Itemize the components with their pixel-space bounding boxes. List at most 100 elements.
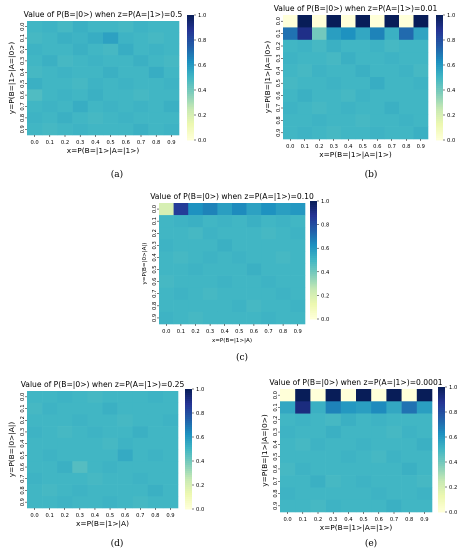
colorbar-segment [310,254,317,257]
heatmap-cell [371,401,387,414]
heatmap-cell [340,475,357,488]
colorbar-segment [438,476,445,480]
heatmap-cell [416,462,433,476]
colorbar-segment [438,393,445,396]
heatmap-cell [87,449,103,462]
heatmap-cell [148,100,165,113]
colorbar-segment [185,421,192,424]
colorbar-tick-label: 0.0 [196,507,204,513]
colorbar-segment [438,430,445,434]
colorbar-segment [310,277,317,281]
heatmap-cell [57,484,73,497]
heatmap-cell [42,55,58,67]
colorbar-segment [438,505,445,509]
heatmap-cell [384,27,400,41]
colorbar-segment [185,413,192,416]
heatmap-cell [246,203,262,216]
heatmap-cell [173,287,189,301]
heatmap-cell [356,450,372,464]
heatmap-cell [27,55,43,67]
heatmap-cell [283,89,298,103]
x-tick-label: 0.9 [167,140,175,146]
colorbar-segment [438,443,445,446]
heatmap-cell [295,413,311,427]
heatmap-cell [356,401,372,414]
colorbar-segment [187,60,194,64]
colorbar-segment [185,451,192,454]
colorbar-segment [438,445,445,448]
heatmap-cell [132,472,149,485]
colorbar-segment [436,137,443,141]
heatmap-cell [117,426,133,439]
colorbar-segment [310,293,317,296]
heatmap-cell [72,78,89,90]
y-tick-label: 0.4 [273,440,279,449]
heatmap-cell [399,89,414,103]
heatmap-cell [57,461,73,474]
heatmap-cell [312,39,327,53]
heatmap-cell [162,391,179,403]
heatmap-cell [87,66,104,79]
x-tick-label: 0.8 [279,329,287,335]
heatmap-cell [384,64,400,78]
colorbar-segment [187,58,194,62]
heatmap-cell [159,251,174,264]
heatmap-cell [72,43,89,56]
colorbar-segment [185,471,192,474]
heatmap-cell [202,215,218,228]
heatmap-cell [275,203,291,216]
colorbar-segment [436,75,443,78]
x-tick-label: 0.7 [388,144,396,150]
y-tick-label: 0.0 [20,23,26,31]
colorbar-segment [438,484,445,488]
heatmap-cell [246,251,262,264]
heatmap-cell [102,391,118,403]
colorbar-segment [187,33,194,37]
heatmap-cell [416,425,433,439]
colorbar-segment [185,445,192,448]
heatmap-cell [340,425,357,439]
heatmap-cell [87,32,104,45]
y-tick-label: 0.9 [152,314,158,322]
x-tick-label: 0.7 [390,517,398,523]
x-tick-label: 0.5 [359,144,367,150]
heatmap-cell [370,89,385,103]
colorbar-tick-label: 0.8 [198,38,206,44]
heatmap-cell [148,55,165,67]
colorbar-segment [310,242,317,245]
heatmap-cell [42,43,58,56]
y-tick-label: 0.5 [276,79,282,87]
colorbar-segment [438,389,445,392]
heatmap-cell [117,472,133,485]
heatmap-cell [371,462,387,476]
y-tick-label: 0.5 [152,265,158,273]
heatmap-cell [283,15,298,28]
heatmap-cell [297,15,313,28]
heatmap-cell [326,27,342,41]
heatmap-cell [326,64,342,78]
y-tick-label: 0.6 [152,278,158,286]
heatmap-cell [162,414,179,427]
heatmap-cell [413,114,429,127]
colorbar-segment [185,499,192,502]
colorbar-segment [185,405,192,408]
y-tick-label: 0.9 [20,498,26,506]
colorbar-segment [438,457,445,461]
colorbar-segment [438,453,445,457]
colorbar-segment [310,258,317,261]
colorbar-segment [438,474,445,477]
colorbar-segment [438,405,445,409]
colorbar-segment [436,54,443,58]
colorbar-segment [310,265,317,269]
colorbar-segment [187,19,194,22]
heatmap-cell [57,472,73,485]
heatmap-cell [297,89,313,103]
y-tick-label: 0.9 [273,502,279,510]
colorbar-segment [436,77,443,80]
heatmap-cell [132,496,149,509]
colorbar-segment [438,437,445,440]
heatmap-cell [275,263,291,276]
heatmap-cell [163,112,180,124]
heatmap-cell [325,462,342,476]
heatmap-cell [232,287,247,301]
